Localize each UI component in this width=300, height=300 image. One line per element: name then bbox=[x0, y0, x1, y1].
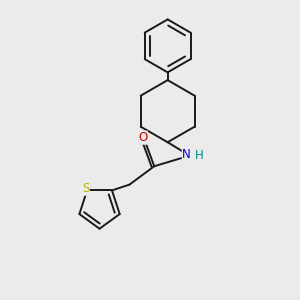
Text: H: H bbox=[195, 149, 204, 162]
Text: O: O bbox=[138, 131, 147, 144]
Text: S: S bbox=[82, 182, 89, 195]
Text: N: N bbox=[182, 148, 191, 161]
